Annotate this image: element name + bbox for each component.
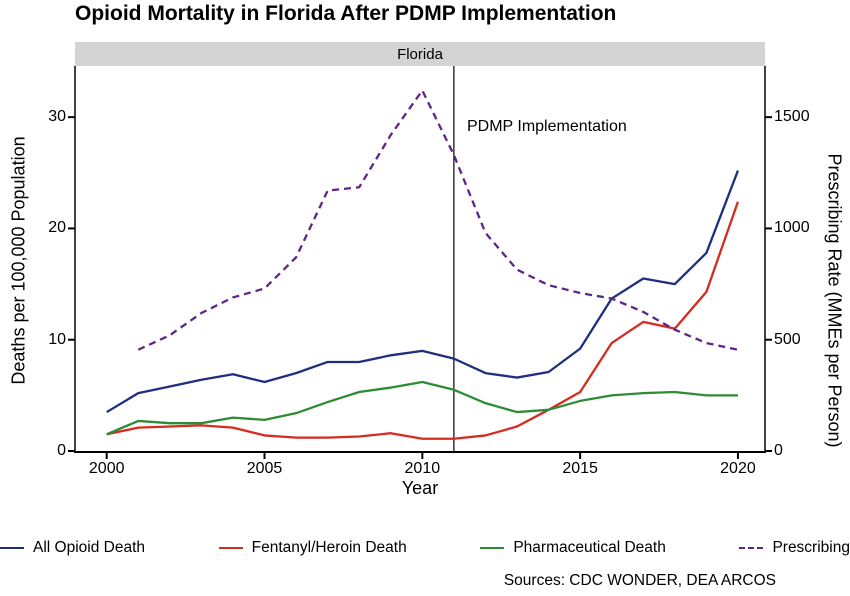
facet-strip: Florida [75,42,765,66]
left-tick-label: 30 [48,108,66,126]
legend-label: Pharmaceutical Death [513,539,666,556]
left-tick-label: 10 [48,330,66,348]
right-tick-label: 1000 [774,219,810,237]
x-tick-label: 2005 [246,460,283,477]
legend-label: Fentanyl/Heroin Death [251,539,407,556]
series-fentanyl-heroin-death [106,201,740,440]
left-tick-label: 0 [57,442,66,459]
legend-item-fentanyl-heroin-death: Fentanyl/Heroin Death [218,539,407,557]
legend-label: Prescribing [772,539,850,556]
series-all-opioid-death [106,170,740,414]
facet-strip-label: Florida [397,45,443,63]
left-axis-title: Deaths per 100,000 Population [8,136,29,385]
legend-swatch-icon [480,547,505,549]
legend-item-all-opioid-death: All Opioid Death [0,539,145,557]
vline-annotation: PDMP Implementation [467,118,627,135]
legend-swatch-icon [739,547,764,549]
series-pharmaceutical-death [106,380,738,436]
x-tick-label: 2020 [720,460,756,477]
chart-legend: All Opioid Death Fentanyl/Heroin Death Pha… [0,536,850,560]
x-axis-title: Year [401,478,439,498]
chart-title: Opioid Mortality in Florida After PDMP I… [75,2,617,25]
right-tick-label: 500 [774,330,801,348]
legend-swatch-icon [0,547,24,549]
sources-note: Sources: CDC WONDER, DEA ARCOS [503,572,776,589]
right-tick-label: 0 [774,442,783,459]
legend-label: All Opioid Death [33,539,146,556]
legend-item-pharmaceutical-death: Pharmaceutical Death [480,539,666,557]
legend-swatch-icon [218,547,243,549]
x-tick-label: 2010 [404,460,441,477]
series-prescribing [137,89,739,351]
x-tick-label: 2015 [562,460,598,477]
right-axis-title: Prescribing Rate (MMEs per Person) [824,153,845,448]
right-tick-label: 1500 [774,108,810,126]
x-tick-label: 2000 [88,460,125,477]
legend-item-prescribing: Prescribing [739,539,850,557]
left-tick-label: 20 [48,219,66,237]
